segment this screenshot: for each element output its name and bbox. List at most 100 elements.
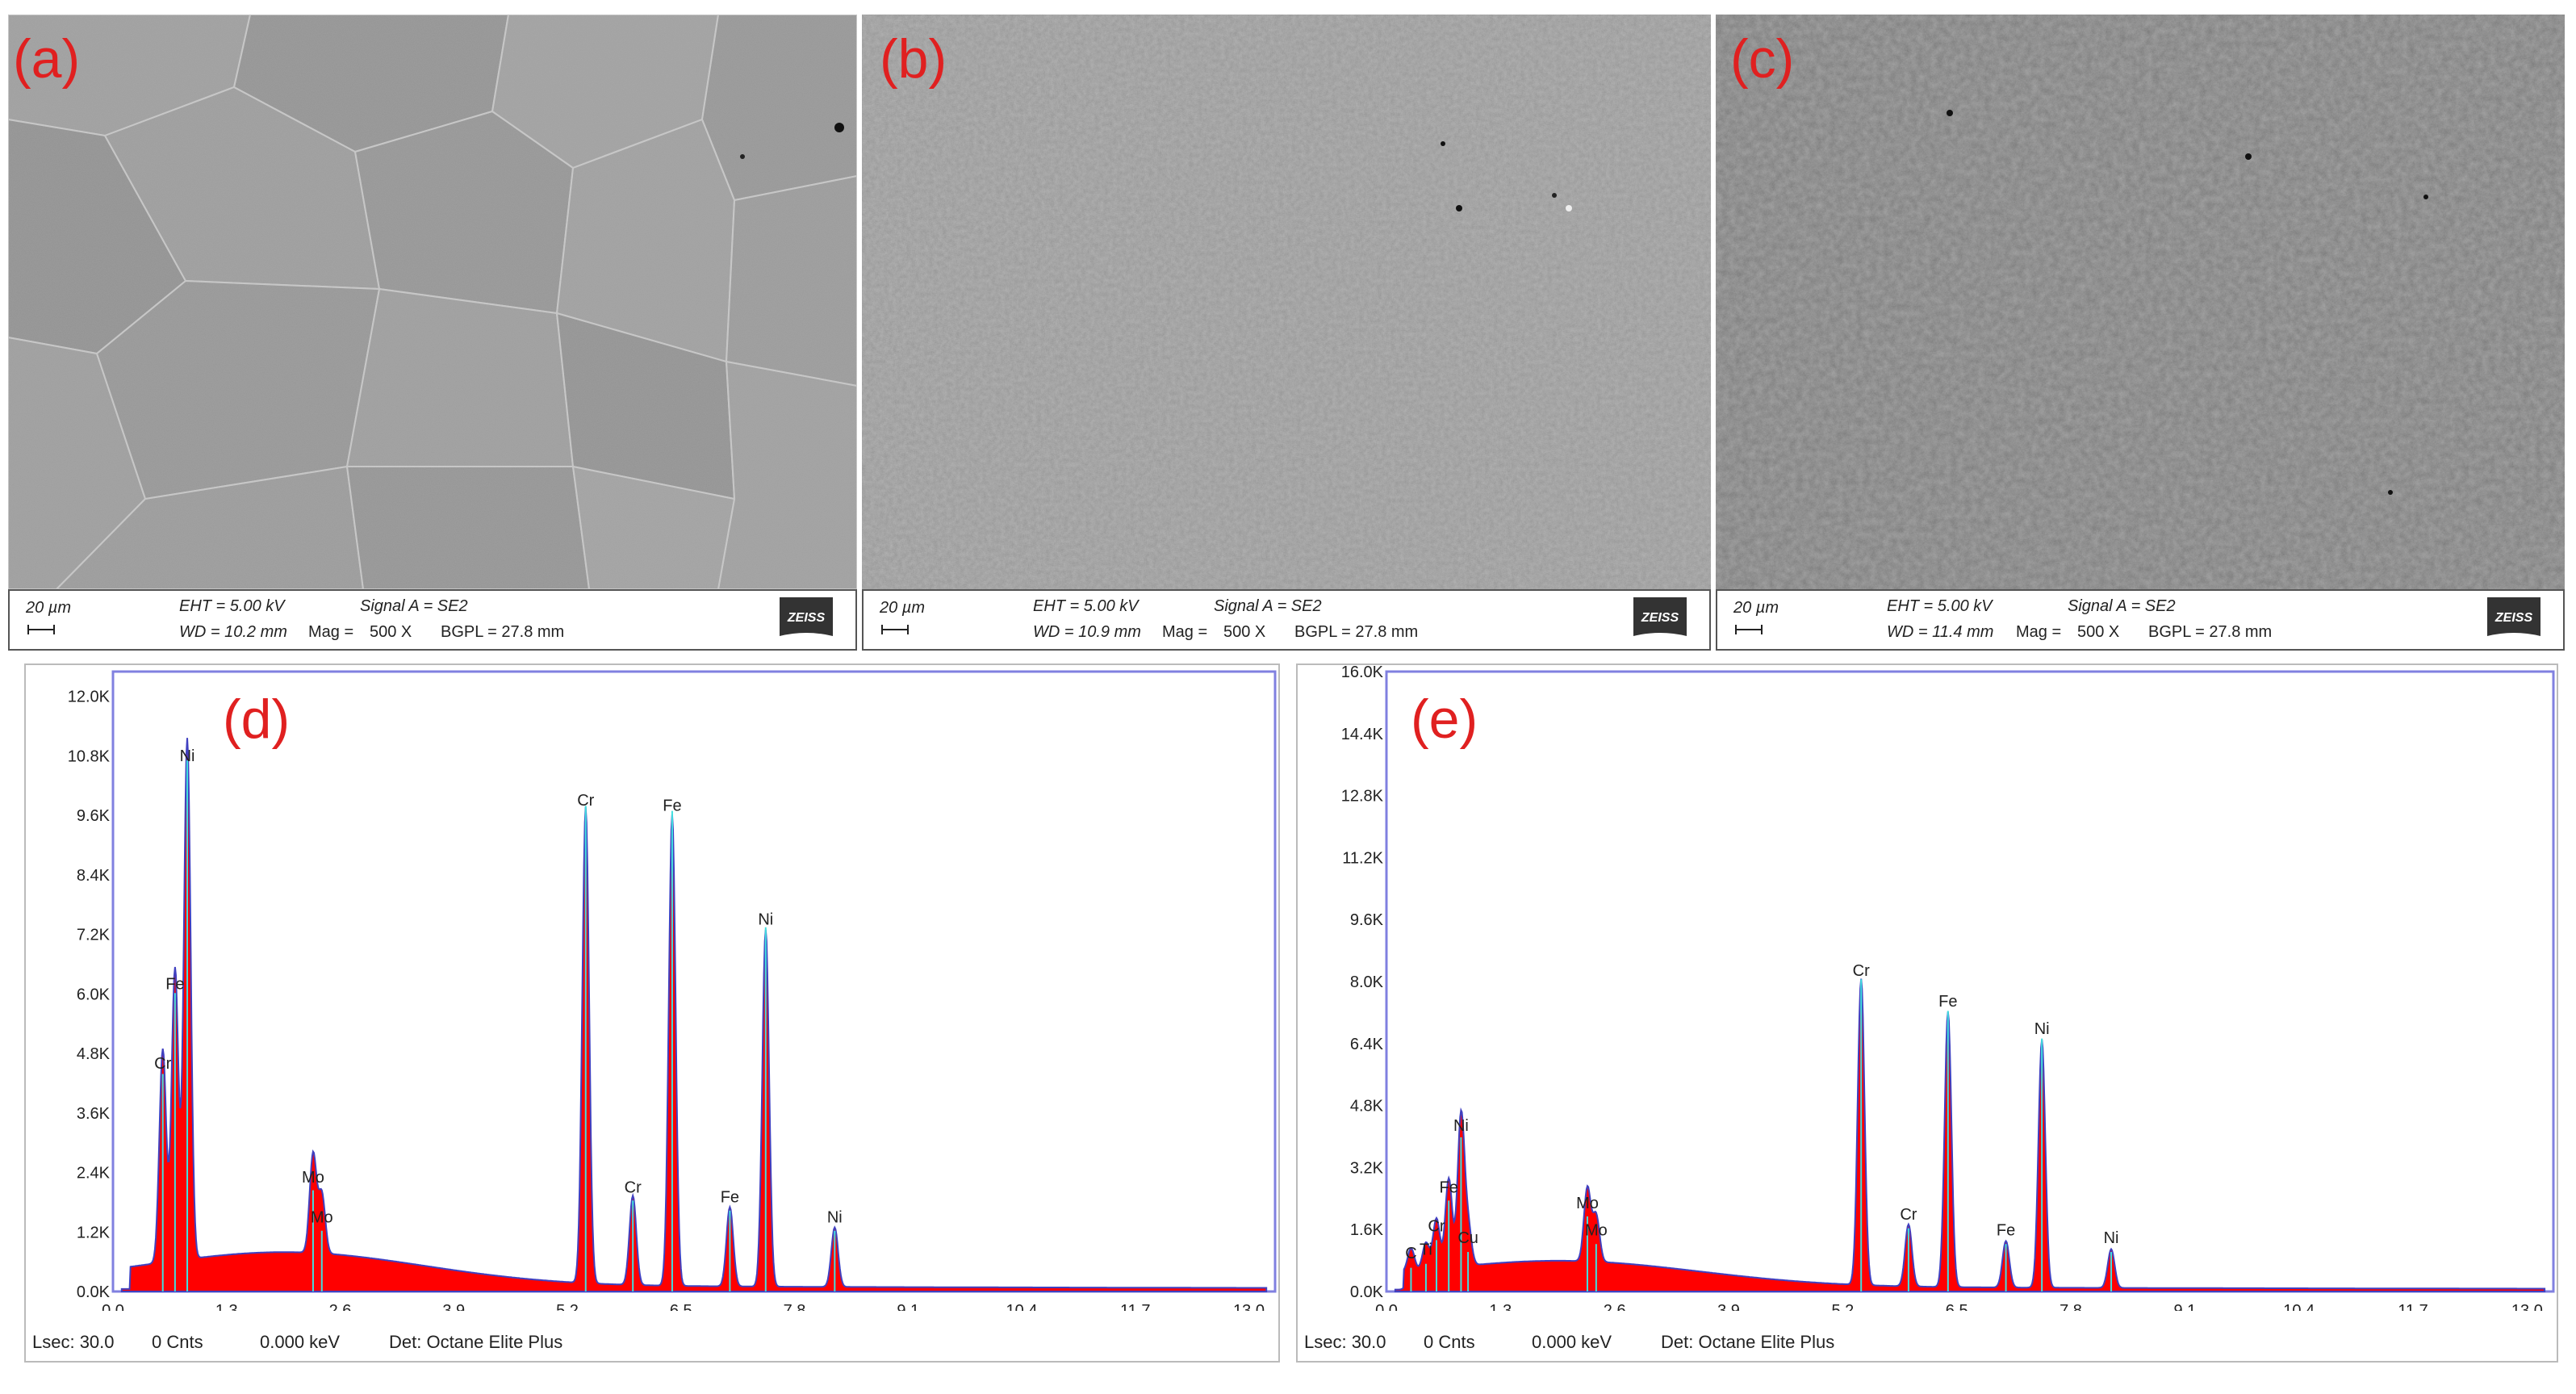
peak-label: Ti [1420, 1241, 1432, 1258]
footer-kev: 0.000 keV [260, 1332, 341, 1352]
eds-spectrum-panel-d: Ni Fe Cr Mo Mo Cr Cr Fe Fe Ni Ni 0.0 1.3 2.6 3.9 5.2 6.5… [24, 664, 1280, 1363]
wd-value: WD = 11.4 mm [1887, 623, 1994, 641]
x-tick-label: 9.1 [2173, 1302, 2196, 1311]
panel-label-c: (c) [1730, 28, 1795, 90]
y-tick-label: 0.0K [1350, 1283, 1384, 1301]
peak-label: Ni [2104, 1229, 2119, 1247]
mag-label: Mag = [308, 623, 354, 641]
x-tick-label: 11.7 [2398, 1302, 2428, 1311]
sem-databar-a: 20 µm EHT = 5.00 kV WD = 10.2 mm Signal … [8, 589, 857, 651]
scale-label: 20 µm [1733, 599, 1779, 617]
y-tick-label: 1.2K [77, 1224, 111, 1241]
x-tick-label: 10.4 [2283, 1302, 2315, 1311]
peak-label: Cr [1428, 1218, 1445, 1236]
bgpl-value: BGPL = 27.8 mm [2148, 623, 2273, 641]
bgpl-value: BGPL = 27.8 mm [1294, 623, 1419, 641]
x-tick-label: 2.6 [1604, 1302, 1626, 1311]
eds-spectrum-e: C Ti Cr Fe Ni Cu Mo Mo Cr Cr Fe Fe Ni Ni 0.0 1.3 2.6 3.9 5… [1341, 665, 2555, 1311]
zeiss-logo: ZEISS [780, 597, 833, 636]
svg-text:ZEISS: ZEISS [2494, 611, 2533, 625]
y-tick-label: 6.0K [77, 986, 111, 1003]
mag-label: Mag = [2016, 623, 2062, 641]
y-tick-label: 16.0K [1341, 665, 1384, 681]
mag-value: 500 X [1223, 623, 1266, 641]
y-tick-label: 0.0K [77, 1283, 111, 1301]
x-tick-label: 0.0 [1375, 1302, 1398, 1311]
footer-lsec: Lsec: 30.0 [1304, 1332, 1386, 1352]
y-tick-label: 10.8K [68, 747, 111, 765]
footer-detector: Det: Octane Elite Plus [1661, 1332, 1835, 1352]
peak-label: Fe [721, 1189, 739, 1207]
x-tick-label: 7.8 [784, 1302, 806, 1311]
x-tick-label: 5.2 [1831, 1302, 1854, 1311]
signal-value: Signal A = SE2 [360, 597, 468, 615]
scale-label: 20 µm [880, 599, 925, 617]
y-tick-label: 4.8K [1350, 1098, 1384, 1116]
x-tick-label: 3.9 [1717, 1302, 1740, 1311]
footer-kev: 0.000 keV [1532, 1332, 1612, 1352]
footer-cnts: 0 Cnts [152, 1332, 203, 1352]
x-tick-label: 6.5 [670, 1302, 692, 1311]
peak-label: Mo [1585, 1221, 1608, 1239]
peak-label: Cr [1853, 962, 1870, 980]
sem-panel-c: (c) 20 µm EHT = 5.00 kV WD = 11.4 mm Sig… [1716, 15, 2565, 651]
y-tick-label: 7.2K [77, 927, 111, 944]
zeiss-logo: ZEISS [1633, 597, 1687, 636]
eht-value: EHT = 5.00 kV [179, 597, 285, 615]
x-tick-label: 10.4 [1006, 1302, 1038, 1311]
peak-label: Fe [165, 976, 184, 994]
x-tick-label: 7.8 [2060, 1302, 2082, 1311]
y-tick-label: 1.6K [1350, 1221, 1384, 1239]
peak-label: C [1405, 1245, 1416, 1262]
x-tick-label: 13.0 [1233, 1302, 1265, 1311]
peak-label: Mo [311, 1208, 333, 1226]
peak-label: Ni [2034, 1020, 2050, 1038]
scale-bar [881, 625, 909, 634]
sem-micrograph-c [1716, 15, 2565, 589]
peak-label: Cr [154, 1055, 171, 1073]
mag-label: Mag = [1162, 623, 1208, 641]
peak-label: Cr [625, 1178, 642, 1196]
y-tick-label: 8.0K [1350, 973, 1384, 991]
svg-text:ZEISS: ZEISS [1641, 611, 1679, 625]
x-tick-label: 1.3 [1489, 1302, 1512, 1311]
x-tick-label: 13.0 [2511, 1302, 2543, 1311]
y-tick-label: 12.8K [1341, 788, 1384, 806]
sem-micrograph-a [8, 15, 857, 589]
x-tick-label: 9.1 [897, 1302, 919, 1311]
footer-cnts: 0 Cnts [1424, 1332, 1475, 1352]
eds-spectrum-panel-e: C Ti Cr Fe Ni Cu Mo Mo Cr Cr Fe Fe Ni Ni 0.0 1.3 2.6 3.9 5… [1296, 664, 2558, 1363]
scale-bar [27, 625, 55, 634]
peak-label: Cr [577, 792, 594, 810]
spectrum-area [1394, 978, 2546, 1292]
x-tick-label: 3.9 [442, 1302, 465, 1311]
x-tick-label: 5.2 [556, 1302, 579, 1311]
x-tick-label: 1.3 [215, 1302, 238, 1311]
sem-panel-a: (a) 20 µm EHT = 5.00 kV WD = 10.2 mm Sig… [8, 15, 857, 651]
panel-label-d: (d) [223, 689, 291, 750]
panel-label-b: (b) [880, 28, 947, 90]
y-tick-label: 12.0K [68, 689, 111, 706]
plot-frame [1385, 670, 2555, 1293]
eht-value: EHT = 5.00 kV [1033, 597, 1139, 615]
signal-value: Signal A = SE2 [1214, 597, 1322, 615]
eht-value: EHT = 5.00 kV [1887, 597, 1993, 615]
peak-label: Fe [1997, 1221, 2015, 1239]
y-tick-label: 3.6K [77, 1105, 111, 1123]
mag-value: 500 X [370, 623, 412, 641]
scale-label: 20 µm [26, 599, 71, 617]
sem-databar-c: 20 µm EHT = 5.00 kV WD = 11.4 mm Signal … [1716, 589, 2565, 651]
peak-label: Mo [1576, 1195, 1599, 1212]
eds-spectrum-d: Ni Fe Cr Mo Mo Cr Cr Fe Fe Ni Ni 0.0 1.3 2.6 3.9 5.2 6.5… [68, 670, 1277, 1311]
footer-lsec: Lsec: 30.0 [32, 1332, 115, 1352]
y-tick-label: 2.4K [77, 1165, 111, 1183]
y-tick-label: 4.8K [77, 1045, 111, 1063]
x-tick-label: 6.5 [1946, 1302, 1968, 1311]
zeiss-logo: ZEISS [2487, 597, 2540, 636]
peak-label: Fe [663, 797, 681, 814]
peak-label: Cu [1457, 1229, 1478, 1247]
wd-value: WD = 10.9 mm [1033, 623, 1141, 641]
plot-frame [111, 670, 1277, 1293]
peak-label: Ni [758, 911, 773, 929]
y-tick-label: 9.6K [1350, 911, 1384, 929]
